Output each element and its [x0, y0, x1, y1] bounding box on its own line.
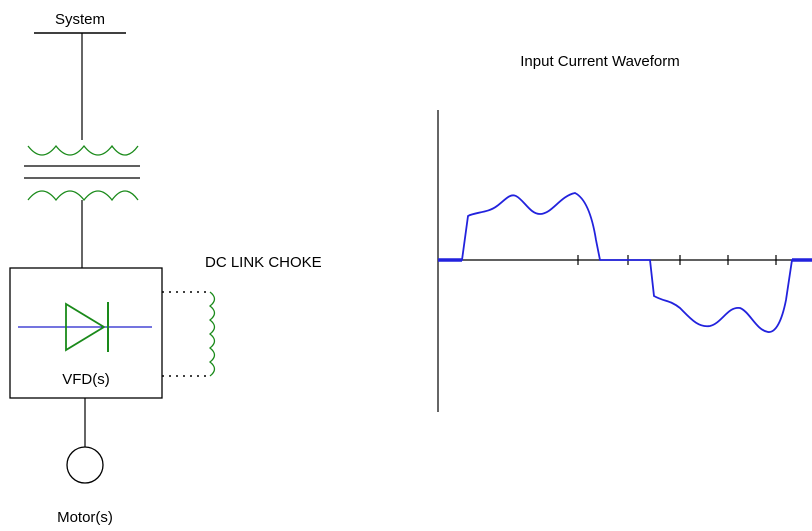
motor-symbol: [66, 446, 104, 484]
current-waveform: [438, 192, 812, 333]
diode-triangle: [65, 302, 106, 352]
vfd-box: [9, 267, 163, 399]
choke-label: DC LINK CHOKE: [205, 254, 322, 271]
transformer-secondary: [27, 190, 139, 202]
system-label: System: [55, 11, 105, 28]
waveform-title: Input Current Waveform: [520, 53, 680, 70]
choke-coil: [208, 291, 216, 377]
vfd-label: VFD(s): [62, 371, 110, 388]
transformer-primary: [27, 144, 139, 156]
motor-label: Motor(s): [57, 509, 113, 526]
